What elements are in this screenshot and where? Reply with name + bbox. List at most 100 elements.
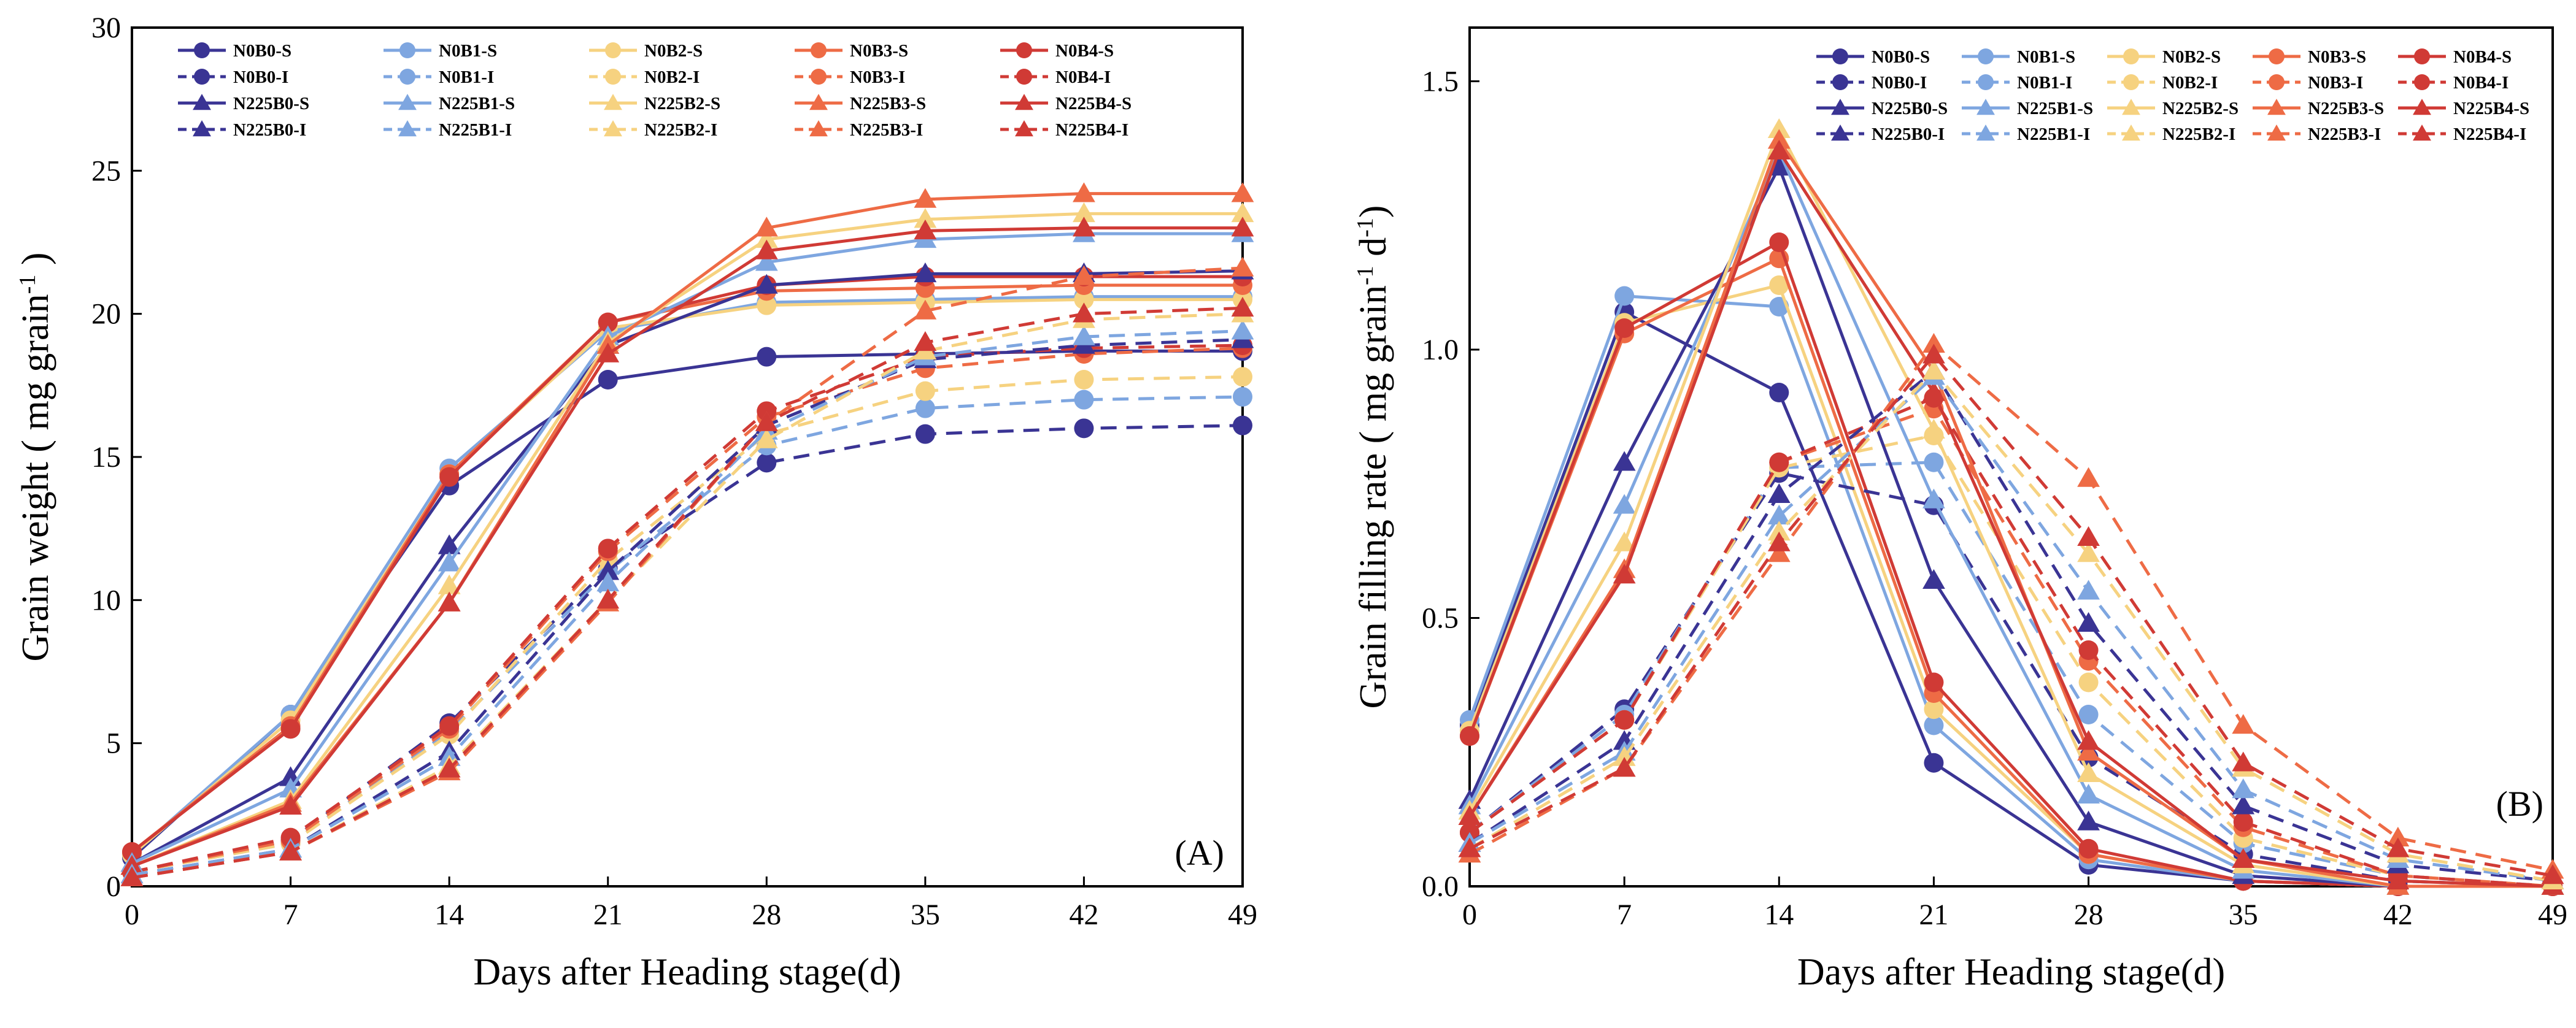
data-point bbox=[1767, 542, 1791, 562]
legend-item: N0B4-S bbox=[2398, 47, 2512, 67]
x-tick-label: 49 bbox=[1228, 899, 1257, 931]
legend-label: N0B1-S bbox=[439, 41, 497, 61]
y-tick-label: 0 bbox=[106, 870, 121, 903]
series-line bbox=[131, 329, 1243, 876]
legend-marker bbox=[2122, 99, 2140, 115]
data-point bbox=[914, 331, 937, 351]
legend-marker bbox=[194, 69, 210, 85]
data-point bbox=[1922, 332, 1945, 353]
legend-item: N0B4-S bbox=[1000, 41, 1114, 61]
data-point bbox=[1613, 451, 1636, 471]
y-tick-label: 1.0 bbox=[1422, 334, 1459, 366]
data-point bbox=[1074, 290, 1094, 310]
x-tick-label: 21 bbox=[1919, 899, 1948, 931]
data-point bbox=[1458, 805, 1481, 826]
series-line bbox=[131, 232, 1243, 865]
series-line bbox=[131, 306, 1243, 880]
data-point bbox=[2078, 640, 2099, 660]
series-line bbox=[1468, 149, 2553, 888]
data-point bbox=[914, 188, 937, 208]
series-line bbox=[1468, 396, 2553, 888]
legend-marker bbox=[2269, 74, 2285, 90]
legend-marker bbox=[1978, 48, 1994, 64]
data-point bbox=[1924, 753, 1944, 773]
data-point bbox=[1458, 837, 1481, 857]
legend-label: N225B2-S bbox=[2162, 99, 2239, 118]
data-point bbox=[2077, 526, 2100, 547]
x-tick-label: 35 bbox=[2229, 899, 2258, 931]
x-axis-title: Days after Heading stage(d) bbox=[473, 951, 901, 993]
legend-marker bbox=[399, 69, 415, 85]
data-point bbox=[1614, 710, 1635, 730]
x-tick-label: 0 bbox=[1462, 899, 1477, 931]
legend-marker bbox=[398, 120, 417, 137]
legend-item: N225B2-S bbox=[589, 94, 720, 113]
data-point bbox=[1073, 182, 1095, 202]
legend-marker bbox=[811, 69, 827, 85]
data-point bbox=[2077, 810, 2100, 830]
legend-marker bbox=[2269, 48, 2285, 64]
legend-label: N225B3-I bbox=[2308, 125, 2381, 144]
data-point bbox=[2233, 812, 2253, 832]
data-point bbox=[598, 370, 618, 389]
x-tick-label: 28 bbox=[2074, 899, 2104, 931]
series-N225B4-I bbox=[120, 296, 1254, 886]
series-line bbox=[1468, 139, 2553, 888]
legend-item: N225B3-S bbox=[2253, 99, 2384, 118]
legend-label: N225B0-I bbox=[233, 120, 306, 140]
legend-marker bbox=[604, 94, 622, 110]
data-point bbox=[2078, 838, 2099, 859]
legend-item: N225B1-I bbox=[1962, 125, 2090, 144]
data-point bbox=[1233, 387, 1252, 407]
data-point bbox=[2232, 794, 2255, 815]
legend-item: N0B1-S bbox=[1962, 47, 2075, 67]
legend-marker bbox=[1831, 125, 1849, 141]
data-point bbox=[1767, 139, 1791, 160]
y-axis-title: Grain filling rate ( mg grain-1 d-1) bbox=[1352, 205, 1394, 709]
x-tick-label: 42 bbox=[1069, 899, 1098, 931]
legend-marker bbox=[809, 94, 828, 110]
legend-label: N0B3-I bbox=[2308, 73, 2363, 93]
legend-label: N0B2-S bbox=[644, 41, 703, 61]
panel-label: (B) bbox=[2496, 784, 2543, 824]
legend-marker bbox=[2123, 74, 2139, 90]
legend-label: N225B2-S bbox=[644, 94, 720, 113]
data-point bbox=[598, 539, 618, 559]
legend-item: N225B1-S bbox=[1962, 99, 2093, 118]
legend-marker bbox=[1831, 99, 1849, 115]
legend-label: N0B2-S bbox=[2162, 47, 2221, 67]
data-point bbox=[120, 866, 144, 886]
legend-label: N0B4-S bbox=[1055, 41, 1114, 61]
legend-item: N225B0-S bbox=[1816, 99, 1948, 118]
legend-item: N225B0-S bbox=[178, 94, 309, 113]
x-tick-label: 0 bbox=[125, 899, 139, 931]
series-N225B3-I bbox=[1458, 332, 2564, 879]
data-point bbox=[1231, 296, 1254, 317]
x-tick-label: 35 bbox=[911, 899, 940, 931]
data-point bbox=[914, 262, 937, 283]
data-point bbox=[2077, 730, 2100, 750]
data-point bbox=[439, 716, 460, 736]
data-point bbox=[1922, 488, 1945, 508]
series-line bbox=[131, 349, 1243, 859]
series-line bbox=[131, 395, 1243, 874]
legend-marker bbox=[604, 120, 622, 137]
y-tick-label: 15 bbox=[91, 441, 121, 474]
data-point bbox=[596, 342, 620, 362]
data-point bbox=[1231, 202, 1254, 223]
series-line bbox=[131, 212, 1243, 868]
data-point bbox=[1073, 325, 1095, 345]
y-tick-label: 5 bbox=[106, 727, 121, 760]
data-point bbox=[1460, 726, 1479, 746]
legend-item: N0B0-I bbox=[1816, 73, 1927, 93]
legend-label: N0B1-S bbox=[2017, 47, 2075, 67]
y-tick-label: 1.5 bbox=[1422, 66, 1459, 98]
x-axis-title: Days after Heading stage(d) bbox=[1797, 951, 2225, 993]
series-N225B4-S bbox=[1458, 139, 2564, 895]
legend-item: N0B3-I bbox=[2253, 73, 2363, 93]
x-tick-label: 42 bbox=[2383, 899, 2413, 931]
data-point bbox=[1231, 217, 1254, 237]
data-point bbox=[2077, 783, 2100, 804]
data-point bbox=[2232, 778, 2255, 799]
legend-label: N225B2-I bbox=[2162, 125, 2235, 144]
